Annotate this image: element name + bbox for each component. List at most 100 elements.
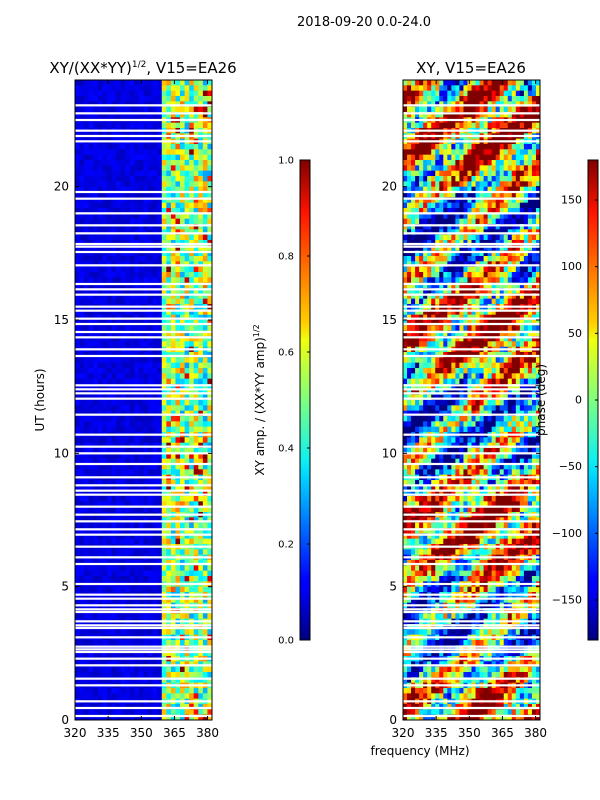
heatmap-cell	[148, 170, 154, 177]
heatmap-cell	[184, 378, 190, 385]
heatmap-cell	[180, 330, 185, 337]
heatmap-cell	[175, 293, 181, 300]
heatmap-cell	[111, 586, 117, 593]
heatmap-cell	[79, 165, 85, 172]
heatmap-cell	[157, 416, 163, 422]
heatmap-cell	[116, 469, 122, 476]
heatmap-cell	[88, 624, 94, 630]
heatmap-cell	[419, 266, 424, 273]
heatmap-cell	[207, 714, 212, 720]
heatmap-cell	[198, 597, 204, 604]
heatmap-cell	[138, 597, 144, 604]
heatmap-cell	[120, 597, 126, 604]
heatmap-cell	[170, 533, 176, 540]
heatmap-cell	[111, 677, 117, 684]
heatmap-cell	[125, 229, 131, 236]
heatmap-cell	[138, 496, 144, 502]
heatmap-cell	[459, 96, 464, 102]
heatmap-cell	[120, 85, 126, 92]
heatmap-cell	[487, 256, 493, 262]
heatmap-cell	[88, 677, 94, 684]
heatmap-cell	[157, 96, 163, 102]
heatmap-cell	[431, 170, 436, 177]
heatmap-cell	[175, 704, 181, 710]
heatmap-cell	[102, 624, 108, 630]
heatmap-cell	[93, 597, 99, 604]
heatmap-cell	[75, 565, 80, 572]
heatmap-cell	[106, 298, 112, 305]
heatmap-cell	[79, 464, 85, 470]
heatmap-cell	[97, 229, 103, 236]
heatmap-cell	[102, 106, 108, 113]
heatmap-cell	[184, 218, 190, 225]
heatmap-cell	[523, 213, 529, 220]
heatmap-cell	[170, 90, 176, 97]
heatmap-cell	[198, 400, 204, 406]
heatmap-cell	[423, 106, 428, 113]
heatmap-cell	[207, 490, 212, 497]
heatmap-cell	[143, 442, 149, 449]
heatmap-cell	[189, 272, 195, 278]
heatmap-cell	[79, 288, 85, 294]
heatmap-cell	[170, 282, 176, 289]
heatmap-cell	[111, 314, 117, 321]
heatmap-cell	[129, 485, 135, 492]
heatmap-cell	[170, 469, 176, 476]
heatmap-cell	[184, 389, 190, 396]
heatmap-cell	[515, 186, 521, 193]
heatmap-cell	[193, 282, 199, 289]
heatmap-cell	[88, 218, 94, 225]
heatmap-cell	[161, 330, 167, 337]
heatmap-cell	[84, 80, 90, 86]
heatmap-cell	[527, 213, 533, 220]
heatmap-cell	[88, 378, 94, 385]
heatmap-cell	[157, 389, 163, 396]
heatmap-cell	[138, 560, 144, 566]
heatmap-cell	[207, 229, 212, 236]
heatmap-cell	[116, 661, 122, 668]
heatmap-cell	[161, 96, 167, 102]
heatmap-cell	[435, 208, 440, 214]
heatmap-cell	[125, 405, 131, 412]
heatmap-cell	[138, 469, 144, 476]
heatmap-cell	[487, 160, 493, 166]
heatmap-cell	[116, 197, 122, 204]
heatmap-cell	[202, 586, 208, 593]
heatmap-cell	[202, 197, 208, 204]
heatmap-cell	[88, 480, 94, 486]
heatmap-cell	[419, 154, 424, 161]
heatmap-cell	[495, 112, 501, 118]
heatmap-cell	[531, 224, 537, 230]
heatmap-cell	[93, 101, 99, 108]
heatmap-cell	[106, 154, 112, 161]
heatmap-cell	[463, 197, 468, 204]
heatmap-cell	[97, 421, 103, 428]
flagged-row	[75, 493, 212, 496]
heatmap-cell	[202, 240, 208, 246]
heatmap-cell	[129, 464, 135, 470]
heatmap-cell	[531, 272, 537, 278]
heatmap-cell	[527, 112, 533, 118]
heatmap-cell	[491, 165, 497, 172]
heatmap-cell	[97, 362, 103, 369]
heatmap-cell	[157, 112, 163, 118]
heatmap-cell	[193, 341, 199, 348]
heatmap-cell	[166, 538, 172, 545]
heatmap-cell	[75, 122, 80, 129]
heatmap-cell	[148, 693, 154, 700]
heatmap-cell	[75, 362, 80, 369]
heatmap-cell	[152, 266, 158, 273]
heatmap-cell	[483, 261, 489, 268]
heatmap-cell	[125, 80, 131, 86]
heatmap-cell	[439, 224, 444, 230]
heatmap-cell	[129, 528, 135, 534]
heatmap-cell	[207, 144, 212, 150]
heatmap-cell	[439, 112, 444, 118]
heatmap-cell	[471, 261, 476, 268]
heatmap-cell	[111, 96, 117, 102]
heatmap-cell	[88, 501, 94, 508]
heatmap-cell	[97, 341, 103, 348]
heatmap-cell	[125, 485, 131, 492]
heatmap-cell	[175, 245, 181, 252]
heatmap-cell	[120, 229, 126, 236]
